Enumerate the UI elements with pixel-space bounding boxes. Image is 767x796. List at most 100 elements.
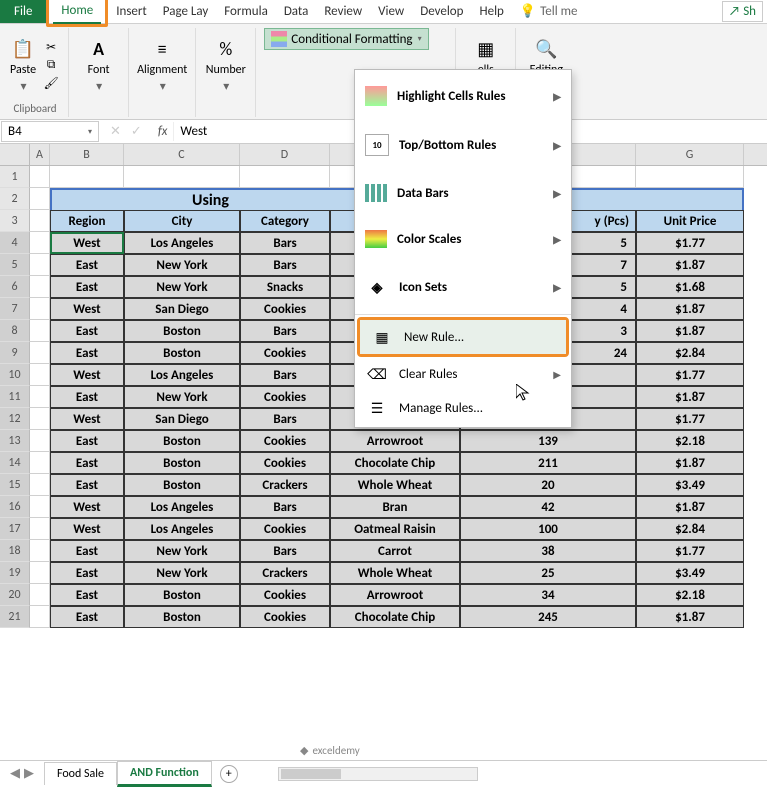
cell-city[interactable]: New York [124,276,240,298]
name-box[interactable]: B4 ▾ [1,121,99,142]
cell-region[interactable]: West [50,496,124,518]
menu-top-bottom-rules[interactable]: 10 Top/Bottom Rules ▶ [355,120,571,170]
cell-category[interactable]: Bars [240,254,330,276]
cell-product[interactable]: Carrot [330,540,460,562]
tell-me[interactable]: 💡 Tell me [520,4,578,19]
format-painter-button[interactable]: 🖌 [42,75,60,91]
cell-category[interactable]: Cookies [240,386,330,408]
cell-category[interactable]: Snacks [240,276,330,298]
review-tab[interactable]: Review [316,0,370,23]
menu-color-scales[interactable]: Color Scales ▶ [355,216,571,262]
cell-category[interactable]: Bars [240,364,330,386]
cell-price[interactable]: $1.87 [636,452,744,474]
cell-category[interactable]: Bars [240,232,330,254]
row-header[interactable]: 14 [0,452,30,474]
row-header[interactable]: 8 [0,320,30,342]
cell-city[interactable]: Los Angeles [124,518,240,540]
cell-region[interactable]: West [50,232,124,254]
cell-product[interactable]: Chocolate Chip [330,606,460,628]
cell-city[interactable]: San Diego [124,298,240,320]
cell-region[interactable]: West [50,364,124,386]
cell-qty[interactable]: 100 [460,518,636,540]
menu-data-bars[interactable]: Data Bars ▶ [355,170,571,216]
cell-city[interactable]: Boston [124,606,240,628]
cell-price[interactable]: $1.77 [636,408,744,430]
developer-tab[interactable]: Develop [412,0,471,23]
select-all-corner[interactable] [0,144,30,165]
sheet-nav-prev[interactable]: ◀ [10,766,20,781]
cell-city[interactable]: New York [124,562,240,584]
cell-region[interactable]: East [50,452,124,474]
help-tab[interactable]: Help [472,0,512,23]
cell-city[interactable]: Boston [124,452,240,474]
formulas-tab[interactable]: Formula [216,0,276,23]
fx-label[interactable]: fx [152,124,174,139]
col-header-d[interactable]: D [240,144,330,165]
cell-region[interactable]: East [50,540,124,562]
row-header[interactable]: 17 [0,518,30,540]
row-header[interactable]: 1 [0,166,30,188]
cell-category[interactable]: Cookies [240,452,330,474]
cell-price[interactable]: $2.18 [636,430,744,452]
cell-category[interactable]: Crackers [240,474,330,496]
cell-price[interactable]: $1.87 [636,496,744,518]
cell-price[interactable]: $3.49 [636,562,744,584]
cell-qty[interactable]: 38 [460,540,636,562]
row-header[interactable]: 12 [0,408,30,430]
row-header[interactable]: 15 [0,474,30,496]
cell-city[interactable]: Boston [124,474,240,496]
font-button[interactable]: A Font ▾ [87,37,111,94]
col-header-c[interactable]: C [124,144,240,165]
cell-price[interactable]: $2.84 [636,518,744,540]
cell-price[interactable]: $1.87 [636,386,744,408]
cell-category[interactable]: Bars [240,408,330,430]
cell-city[interactable]: New York [124,540,240,562]
cell-region[interactable]: East [50,276,124,298]
cell-region[interactable]: East [50,320,124,342]
row-header[interactable]: 18 [0,540,30,562]
cell-region[interactable]: East [50,562,124,584]
cell-qty[interactable]: 211 [460,452,636,474]
row-header[interactable]: 11 [0,386,30,408]
row-header[interactable]: 16 [0,496,30,518]
cell-region[interactable]: East [50,606,124,628]
cell-category[interactable]: Crackers [240,562,330,584]
cell-category[interactable]: Cookies [240,606,330,628]
cell-category[interactable]: Cookies [240,298,330,320]
share-button[interactable]: ↗ Sh [722,1,763,22]
cell-price[interactable]: $1.87 [636,320,744,342]
menu-icon-sets[interactable]: ◈ Icon Sets ▶ [355,262,571,312]
cell-region[interactable]: East [50,584,124,606]
cell-price[interactable]: $1.77 [636,364,744,386]
menu-manage-rules[interactable]: ☰ Manage Rules... [355,391,571,425]
cell-product[interactable]: Whole Wheat [330,474,460,496]
cell-price[interactable]: $2.84 [636,342,744,364]
cell-category[interactable]: Cookies [240,584,330,606]
row-header[interactable]: 21 [0,606,30,628]
insert-tab[interactable]: Insert [108,0,155,23]
cell-product[interactable]: Bran [330,496,460,518]
cell-region[interactable]: East [50,342,124,364]
cell-region[interactable]: East [50,386,124,408]
copy-button[interactable]: ⧉ [42,57,60,73]
cell-qty[interactable]: 42 [460,496,636,518]
row-header[interactable]: 2 [0,188,30,210]
cell-category[interactable]: Cookies [240,430,330,452]
row-header[interactable]: 9 [0,342,30,364]
menu-new-rule[interactable]: ▦ New Rule... [360,320,566,354]
cell-city[interactable]: Los Angeles [124,232,240,254]
row-header[interactable]: 10 [0,364,30,386]
menu-highlight-cells-rules[interactable]: Highlight Cells Rules ▶ [355,72,571,120]
cell-product[interactable]: Chocolate Chip [330,452,460,474]
row-header[interactable]: 3 [0,210,30,232]
alignment-button[interactable]: ≡ Alignment ▾ [137,37,187,94]
cell-category[interactable]: Bars [240,320,330,342]
accept-formula-icon[interactable]: ✓ [131,124,142,139]
cell-category[interactable]: Cookies [240,518,330,540]
horizontal-scrollbar[interactable] [278,767,478,781]
row-header[interactable]: 7 [0,298,30,320]
cell-region[interactable]: East [50,430,124,452]
cell-product[interactable]: Arrowroot [330,430,460,452]
row-header[interactable]: 19 [0,562,30,584]
cell-category[interactable]: Bars [240,540,330,562]
